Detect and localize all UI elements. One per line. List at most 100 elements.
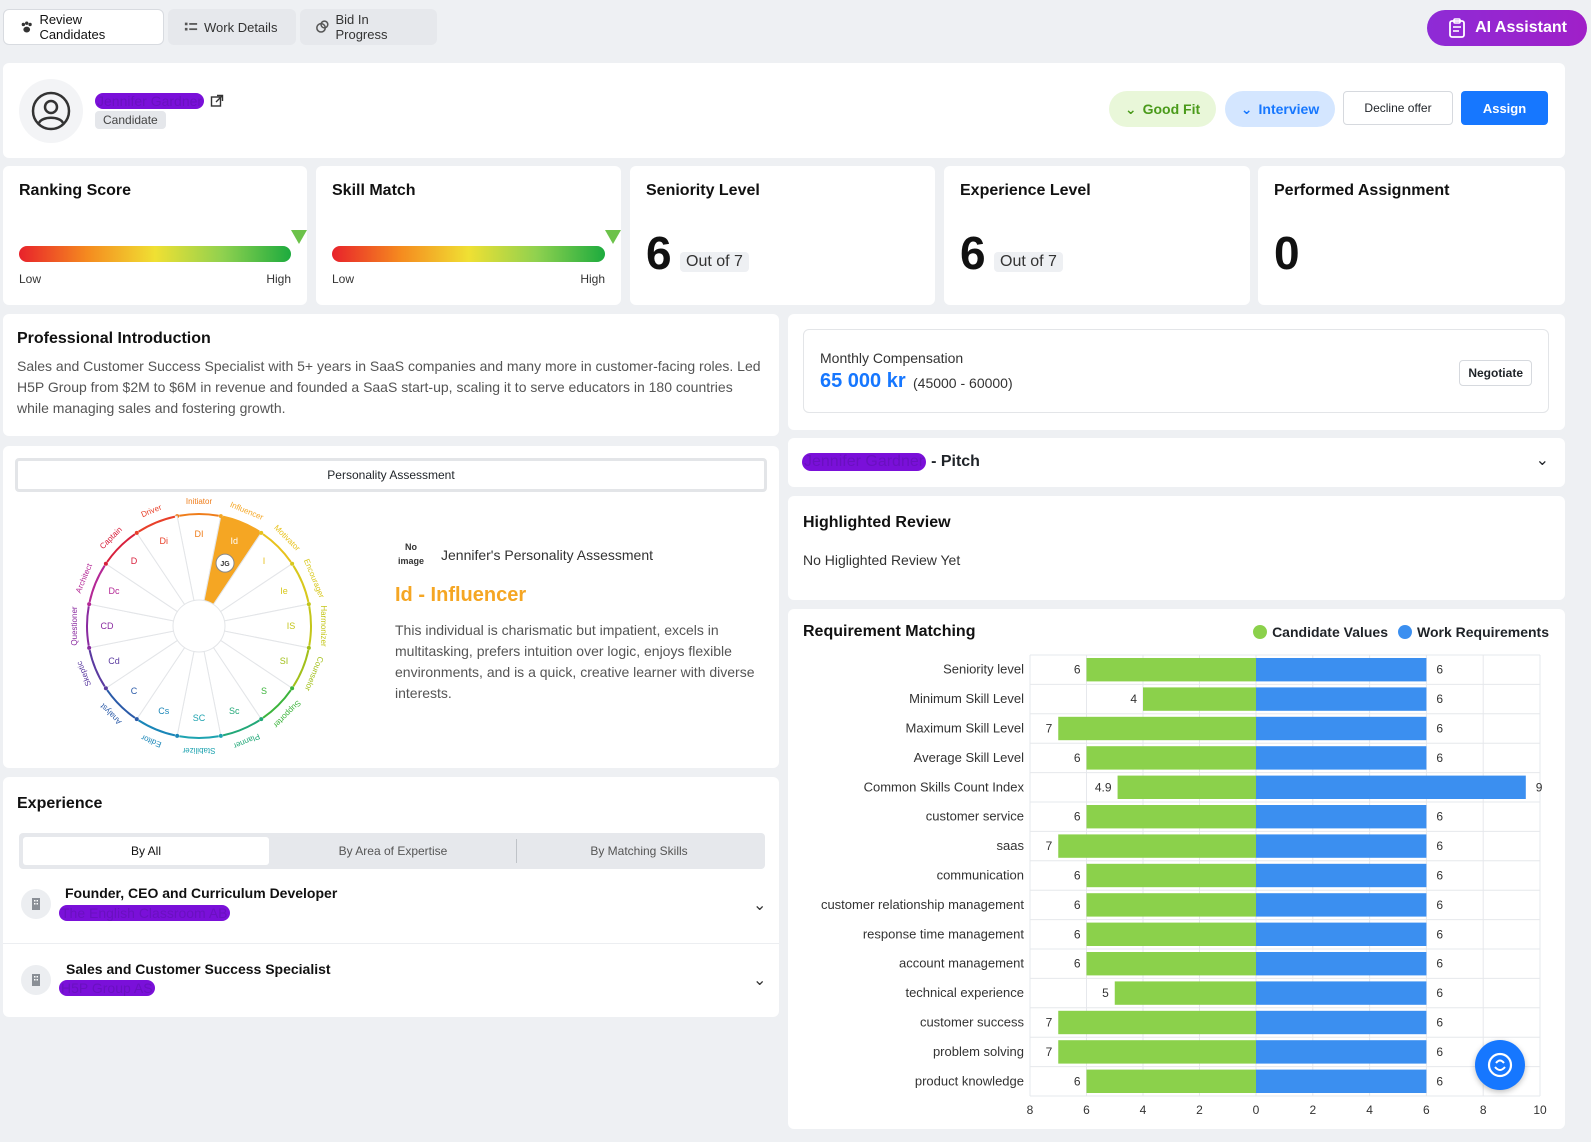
wheel-ring-arc [88,649,106,687]
candidate-name[interactable]: Jennifer Gardner [95,93,205,109]
chevron-down-icon[interactable]: ⌄ [753,972,767,989]
tab-by-all[interactable]: By All [23,837,269,865]
candidate-value-label: 6 [1074,869,1081,883]
tab-label: Bid In Progress [335,12,388,42]
candidate-value-label: 6 [1074,898,1081,912]
tab-review-candidates[interactable]: Review Candidates [3,9,164,45]
candidate-bar [1058,834,1256,858]
requirement-value-label: 6 [1436,927,1443,941]
requirement-bar [1256,1010,1427,1035]
interview-button[interactable]: ⌄ Interview [1225,91,1335,127]
requirement-bar [1256,922,1427,946]
tab-divider [516,839,517,863]
requirement-bar [1256,775,1526,799]
wheel-name-label: Initiator [186,497,213,506]
personality-heading: Jennifer's Personality Assessment [441,547,653,563]
wheel-tick [134,717,139,722]
ai-assistant-button[interactable]: AI Assistant [1427,10,1587,46]
candidate-bar [1086,805,1256,829]
decline-offer-button[interactable]: Decline offer [1343,91,1453,125]
wheel-ring-arc [106,689,136,719]
tab-by-matching-skills[interactable]: By Matching Skills [590,844,688,858]
negotiate-button[interactable]: Negotiate [1459,360,1532,386]
highlighted-review-card: Highlighted Review No Higlighted Review … [788,496,1565,600]
tab-bid-in-progress[interactable]: Bid In Progress [300,9,437,45]
low-label: Low [19,272,42,286]
tab-work-details[interactable]: Work Details [168,9,296,45]
assign-button[interactable]: Assign [1461,91,1548,125]
experience-out-of: Out of 7 [994,252,1063,272]
experience-item-company: The English Classroom AB [59,905,230,921]
wheel-name-label: Stabilizer [182,746,215,755]
wheel-tick [306,645,311,650]
candidate-bar [1086,658,1256,682]
wheel-tick [103,686,108,691]
chart-legend: Candidate Values Work Requirements [1253,624,1549,640]
wheel-code-label: Ie [280,586,288,596]
wheel-code-label: CD [101,621,114,631]
pitch-card[interactable]: Jennifer Gardner - Pitch ⌄ [788,438,1565,487]
seniority-level-title: Seniority Level [646,182,760,199]
wheel-tick [103,561,108,566]
high-label: High [266,272,291,286]
wheel-ring-arc [88,565,106,603]
pitch-title: Jennifer Gardner - Pitch [802,453,980,471]
legend-item-requirement: Work Requirements [1398,624,1549,640]
professional-introduction-text: Sales and Customer Success Specialist wi… [17,358,761,416]
requirement-value-label: 6 [1436,810,1443,824]
wheel-code-label: I [263,556,266,566]
category-label: account management [899,956,1024,971]
candidate-bar [1058,1010,1256,1035]
wheel-name-label: Harmonizer [319,605,328,647]
seniority-level-card: Seniority Level 6 Out of 7 [630,166,935,305]
professional-introduction-title: Professional Introduction [17,330,211,347]
x-tick-label: 8 [1480,1103,1487,1117]
x-tick-label: 6 [1083,1103,1090,1117]
wheel-name-label: Editor [140,733,163,749]
wheel-tick [290,686,295,691]
good-fit-button[interactable]: ⌄ Good Fit [1109,91,1216,127]
external-link-icon[interactable] [210,94,224,108]
ranking-score-card: Ranking Score Low High [3,166,307,305]
personality-assessment-tab[interactable]: Personality Assessment [15,458,767,492]
legend-item-candidate: Candidate Values [1253,624,1388,640]
wheel-code-label: SC [193,713,206,723]
wheel-avatar [215,553,235,573]
category-label: Maximum Skill Level [906,721,1025,736]
category-label: customer success [920,1015,1025,1030]
no-image-placeholder: No image [397,542,424,566]
experience-tabs: By All By Area of Expertise By Matching … [19,833,765,869]
help-chat-button[interactable] [1475,1040,1525,1090]
wheel-tick [175,733,180,738]
wheel-ring-arc [106,533,136,563]
clipboard-icon [1449,18,1465,38]
requirement-value-label: 6 [1436,986,1443,1000]
seniority-out-of: Out of 7 [680,252,749,272]
professional-introduction-card: Professional Introduction Sales and Cust… [3,314,779,436]
experience-card: Experience By All By Area of Expertise B… [3,777,779,1017]
chevron-down-icon[interactable]: ⌄ [1535,452,1549,469]
highlighted-review-title: Highlighted Review [803,514,951,531]
category-label: Average Skill Level [914,750,1024,765]
candidate-bar [1086,922,1256,946]
paw-icon [21,21,32,33]
candidate-bar [1058,1040,1256,1064]
candidate-bar [1086,952,1256,976]
experience-item-title: Sales and Customer Success Specialist [66,961,331,977]
wheel-ring-arc [179,735,219,739]
requirement-value-label: 6 [1436,898,1443,912]
chevron-down-icon[interactable]: ⌄ [753,897,767,914]
high-label: High [580,272,605,286]
wheel-tick [134,530,139,535]
requirement-value-label: 6 [1436,692,1443,706]
candidate-value-label: 4 [1130,692,1137,706]
wheel-tick [87,602,92,607]
performed-assignment-title: Performed Assignment [1274,182,1450,199]
tab-by-area-of-expertise[interactable]: By Area of Expertise [338,844,448,858]
candidate-value-label: 6 [1074,663,1081,677]
wheel-ring-arc [292,565,310,603]
chevron-down-icon: ⌄ [1240,100,1253,117]
skill-match-card: Skill Match Low High [316,166,621,305]
experience-level-title: Experience Level [960,182,1091,199]
candidate-value-label: 4.9 [1095,780,1112,794]
